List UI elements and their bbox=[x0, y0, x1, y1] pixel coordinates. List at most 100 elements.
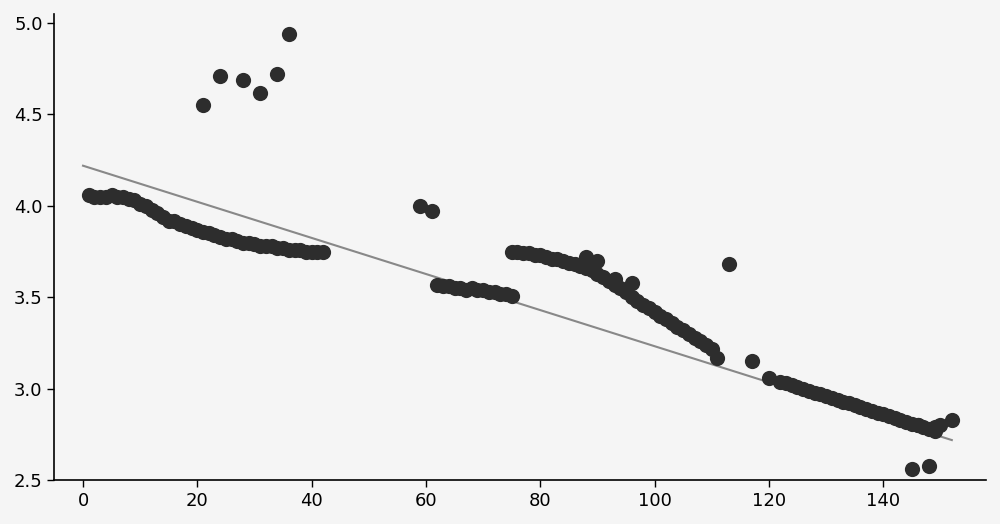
Point bbox=[435, 282, 451, 291]
Point bbox=[412, 202, 428, 210]
Point bbox=[504, 247, 520, 256]
Point bbox=[852, 403, 868, 411]
Point bbox=[452, 284, 468, 292]
Point bbox=[492, 290, 508, 298]
Point bbox=[126, 196, 142, 205]
Point bbox=[315, 247, 331, 256]
Point bbox=[807, 388, 823, 397]
Point bbox=[612, 284, 628, 292]
Point bbox=[812, 390, 828, 399]
Point bbox=[687, 333, 703, 342]
Point bbox=[538, 253, 554, 261]
Point bbox=[624, 279, 640, 287]
Point bbox=[629, 297, 645, 305]
Point bbox=[607, 280, 623, 289]
Point bbox=[132, 200, 148, 209]
Point bbox=[475, 286, 491, 294]
Point bbox=[92, 193, 108, 201]
Point bbox=[509, 247, 525, 256]
Point bbox=[527, 251, 543, 259]
Point bbox=[864, 407, 880, 415]
Point bbox=[441, 282, 457, 291]
Point bbox=[161, 216, 177, 225]
Point bbox=[178, 222, 194, 230]
Point bbox=[229, 236, 245, 245]
Point bbox=[281, 30, 297, 38]
Point bbox=[658, 315, 674, 323]
Point bbox=[664, 319, 680, 327]
Point bbox=[224, 235, 240, 243]
Point bbox=[824, 394, 840, 402]
Point bbox=[155, 213, 171, 221]
Point bbox=[589, 269, 605, 278]
Point bbox=[281, 246, 297, 254]
Point bbox=[921, 462, 937, 470]
Point bbox=[464, 284, 480, 292]
Point bbox=[144, 205, 160, 214]
Point bbox=[109, 193, 125, 201]
Point bbox=[86, 193, 102, 201]
Point bbox=[246, 240, 262, 248]
Point bbox=[704, 344, 720, 353]
Point bbox=[635, 301, 651, 309]
Point bbox=[521, 249, 537, 258]
Point bbox=[298, 247, 314, 256]
Point bbox=[847, 401, 863, 409]
Point bbox=[429, 280, 445, 289]
Point bbox=[447, 284, 463, 292]
Point bbox=[104, 191, 120, 199]
Point bbox=[258, 242, 274, 250]
Point bbox=[841, 399, 857, 408]
Point bbox=[589, 257, 605, 265]
Point bbox=[469, 286, 485, 294]
Point bbox=[784, 381, 800, 389]
Point bbox=[910, 421, 926, 430]
Point bbox=[195, 227, 211, 236]
Point bbox=[927, 423, 943, 431]
Point bbox=[241, 238, 257, 247]
Point bbox=[675, 326, 691, 334]
Point bbox=[292, 246, 308, 254]
Point bbox=[887, 414, 903, 422]
Point bbox=[269, 244, 285, 252]
Point bbox=[201, 229, 217, 237]
Point bbox=[504, 291, 520, 300]
Point bbox=[515, 249, 531, 258]
Point bbox=[584, 266, 600, 274]
Point bbox=[875, 410, 891, 419]
Point bbox=[641, 304, 657, 312]
Point bbox=[115, 193, 131, 201]
Point bbox=[692, 337, 708, 345]
Point bbox=[572, 262, 588, 270]
Point bbox=[681, 330, 697, 338]
Point bbox=[778, 379, 794, 388]
Point bbox=[555, 257, 571, 265]
Point bbox=[927, 427, 943, 435]
Point bbox=[944, 416, 960, 424]
Point bbox=[81, 191, 97, 199]
Point bbox=[858, 405, 874, 413]
Point bbox=[252, 89, 268, 97]
Point bbox=[618, 288, 634, 296]
Point bbox=[458, 286, 474, 294]
Point bbox=[212, 72, 228, 80]
Point bbox=[624, 293, 640, 302]
Point bbox=[189, 225, 205, 234]
Point bbox=[235, 75, 251, 84]
Point bbox=[607, 275, 623, 283]
Point bbox=[487, 288, 503, 296]
Point bbox=[206, 231, 222, 239]
Point bbox=[498, 290, 514, 298]
Point bbox=[481, 288, 497, 296]
Point bbox=[801, 387, 817, 395]
Point bbox=[544, 255, 560, 263]
Point bbox=[184, 224, 200, 232]
Point bbox=[904, 419, 920, 428]
Point bbox=[652, 311, 668, 320]
Point bbox=[870, 408, 886, 417]
Point bbox=[835, 398, 851, 406]
Point bbox=[647, 308, 663, 316]
Point bbox=[698, 341, 714, 349]
Point bbox=[532, 251, 548, 259]
Point bbox=[304, 247, 320, 256]
